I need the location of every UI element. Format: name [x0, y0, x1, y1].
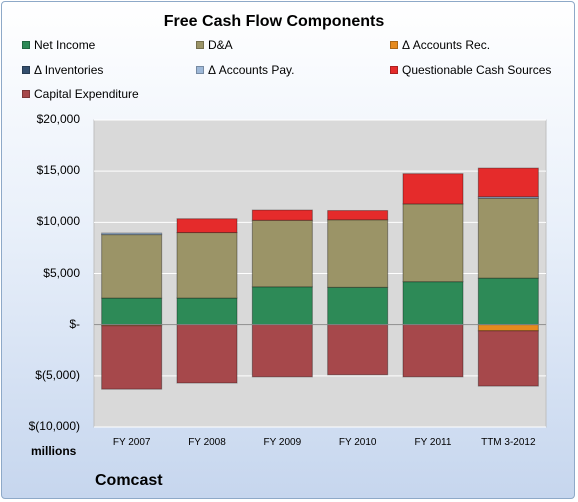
legend-swatch — [390, 41, 398, 49]
legend-label: Questionable Cash Sources — [402, 63, 552, 77]
legend-item: Δ Inventories — [22, 62, 103, 78]
legend-label: Capital Expenditure — [34, 87, 139, 101]
x-tick-label: FY 2007 — [112, 437, 151, 448]
chart-title: Free Cash Flow Components — [163, 13, 385, 30]
y-tick-label: $10,000 — [36, 214, 80, 229]
legend-item: Capital Expenditure — [22, 86, 139, 102]
x-tick-label: FY 2011 — [414, 437, 452, 448]
bar-segment-d-a — [402, 203, 464, 283]
bar-segment-questionable-cash-sources — [477, 167, 539, 198]
x-tick-label: FY 2010 — [338, 437, 377, 448]
bar-segment-d-a — [477, 197, 539, 279]
legend-label: D&A — [208, 38, 233, 52]
bar-segment-capital-expenditure — [251, 324, 313, 378]
legend-item: Δ Accounts Pay. — [196, 62, 295, 78]
legend-label: Δ Accounts Pay. — [208, 63, 295, 77]
y-tick-label: $15,000 — [36, 163, 80, 178]
y-tick-label: $- — [69, 316, 80, 331]
y-axis-unit-label: millions — [31, 444, 77, 458]
x-tick-label: TTM 3-2012 — [481, 437, 536, 448]
legend-swatch — [22, 41, 30, 49]
bar-segment-accounts-pay — [101, 232, 163, 236]
bar-segment-questionable-cash-sources — [402, 173, 464, 205]
legend-item: D&A — [196, 37, 233, 53]
bar-segment-capital-expenditure — [477, 330, 539, 387]
legend-label: Δ Accounts Rec. — [402, 38, 491, 52]
bar-segment-capital-expenditure — [176, 324, 238, 384]
bar-segment-questionable-cash-sources — [176, 218, 238, 234]
y-tick-label: $5,000 — [43, 265, 80, 280]
bar-segment-net-income — [176, 297, 238, 326]
legend-label: Net Income — [34, 38, 96, 52]
bar-segment-net-income — [402, 281, 464, 326]
y-tick-label: $20,000 — [36, 112, 80, 126]
bar-segment-d-a — [176, 232, 238, 299]
legend-item: Questionable Cash Sources — [390, 62, 551, 78]
legend-item: Net Income — [22, 37, 95, 53]
bar-segment-accounts-rec — [477, 324, 539, 332]
bar-segment-net-income — [477, 277, 539, 326]
bar-segment-questionable-cash-sources — [251, 209, 313, 221]
y-tick-label: $(5,000) — [35, 367, 80, 382]
legend-swatch — [22, 90, 30, 98]
bar-segment-capital-expenditure — [327, 324, 389, 376]
bar-segment-capital-expenditure — [101, 325, 163, 390]
legend-swatch — [22, 66, 30, 74]
bar-segment-net-income — [101, 297, 163, 326]
bar-segment-d-a — [251, 219, 313, 288]
x-tick-label: FY 2008 — [188, 437, 226, 448]
bar-segment-net-income — [251, 286, 313, 326]
bar-segment-net-income — [327, 286, 389, 326]
x-tick-label: FY 2009 — [263, 437, 302, 448]
legend-label: Δ Inventories — [34, 63, 104, 77]
legend-swatch — [196, 41, 204, 49]
legend-item: Δ Accounts Rec. — [390, 37, 490, 53]
bar-segment-d-a — [327, 219, 389, 288]
y-tick-label: $(10,000) — [28, 419, 80, 433]
legend-swatch — [196, 66, 204, 74]
bar-segment-capital-expenditure — [402, 324, 464, 378]
bar-segment-d-a — [101, 234, 163, 299]
legend-swatch — [390, 66, 398, 74]
company-label: Comcast — [95, 472, 163, 489]
bar-segment-questionable-cash-sources — [327, 210, 389, 221]
